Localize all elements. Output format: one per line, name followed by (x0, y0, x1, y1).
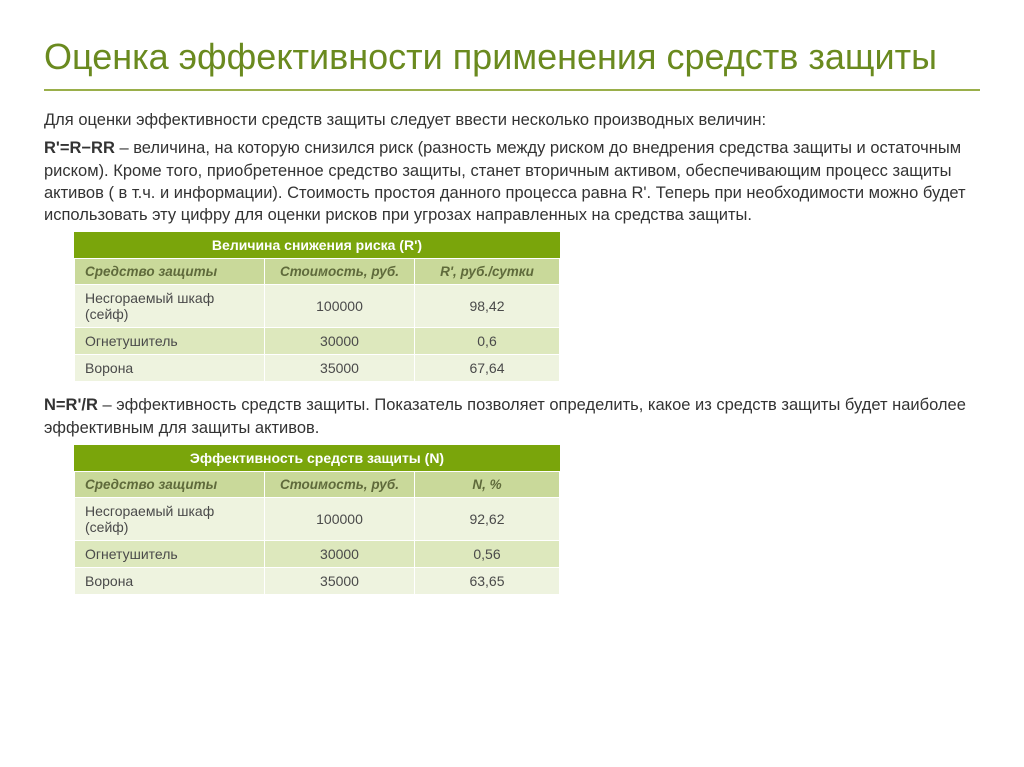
cell-value: 67,64 (415, 355, 560, 382)
cell-protection: Огнетушитель (75, 328, 265, 355)
table2-col-cost: Стоимость, руб. (265, 471, 415, 497)
cell-cost: 35000 (265, 567, 415, 594)
cell-value: 63,65 (415, 567, 560, 594)
table-row: Огнетушитель 30000 0,6 (75, 328, 560, 355)
table1-caption: Величина снижения риска (R') (74, 232, 560, 258)
cell-cost: 100000 (265, 497, 415, 540)
table-row: Ворона 35000 63,65 (75, 567, 560, 594)
table1-col-cost: Стоимость, руб. (265, 259, 415, 285)
cell-cost: 30000 (265, 540, 415, 567)
formula-r-lead: R'=R−RR (44, 139, 115, 157)
table-row: Несгораемый шкаф (сейф) 100000 98,42 (75, 285, 560, 328)
cell-protection: Огнетушитель (75, 540, 265, 567)
table2-col-value: N, % (415, 471, 560, 497)
table-row: Несгораемый шкаф (сейф) 100000 92,62 (75, 497, 560, 540)
cell-protection: Ворона (75, 567, 265, 594)
formula-n-paragraph: N=R'/R – эффективность средств защиты. П… (44, 394, 980, 439)
cell-value: 0,6 (415, 328, 560, 355)
cell-value: 0,56 (415, 540, 560, 567)
table1-col-value: R', руб./сутки (415, 259, 560, 285)
table1-col-protection: Средство защиты (75, 259, 265, 285)
table-row: Ворона 35000 67,64 (75, 355, 560, 382)
risk-reduction-table: Величина снижения риска (R') Средство за… (74, 232, 560, 382)
formula-r-paragraph: R'=R−RR – величина, на которую снизился … (44, 137, 980, 226)
cell-value: 92,62 (415, 497, 560, 540)
formula-r-rest: – величина, на которую снизился риск (ра… (44, 139, 966, 224)
cell-protection: Несгораемый шкаф (сейф) (75, 285, 265, 328)
cell-protection: Ворона (75, 355, 265, 382)
cell-value: 98,42 (415, 285, 560, 328)
title-divider (44, 89, 980, 91)
cell-protection: Несгораемый шкаф (сейф) (75, 497, 265, 540)
table2-caption: Эффективность средств защиты (N) (74, 445, 560, 471)
intro-paragraph: Для оценки эффективности средств защиты … (44, 109, 980, 131)
formula-n-rest: – эффективность средств защиты. Показате… (44, 396, 966, 436)
cell-cost: 35000 (265, 355, 415, 382)
effectiveness-table: Эффективность средств защиты (N) Средств… (74, 445, 560, 595)
table-row: Огнетушитель 30000 0,56 (75, 540, 560, 567)
table2-col-protection: Средство защиты (75, 471, 265, 497)
cell-cost: 30000 (265, 328, 415, 355)
formula-n-lead: N=R'/R (44, 396, 98, 414)
cell-cost: 100000 (265, 285, 415, 328)
slide-title: Оценка эффективности применения средств … (44, 34, 980, 79)
